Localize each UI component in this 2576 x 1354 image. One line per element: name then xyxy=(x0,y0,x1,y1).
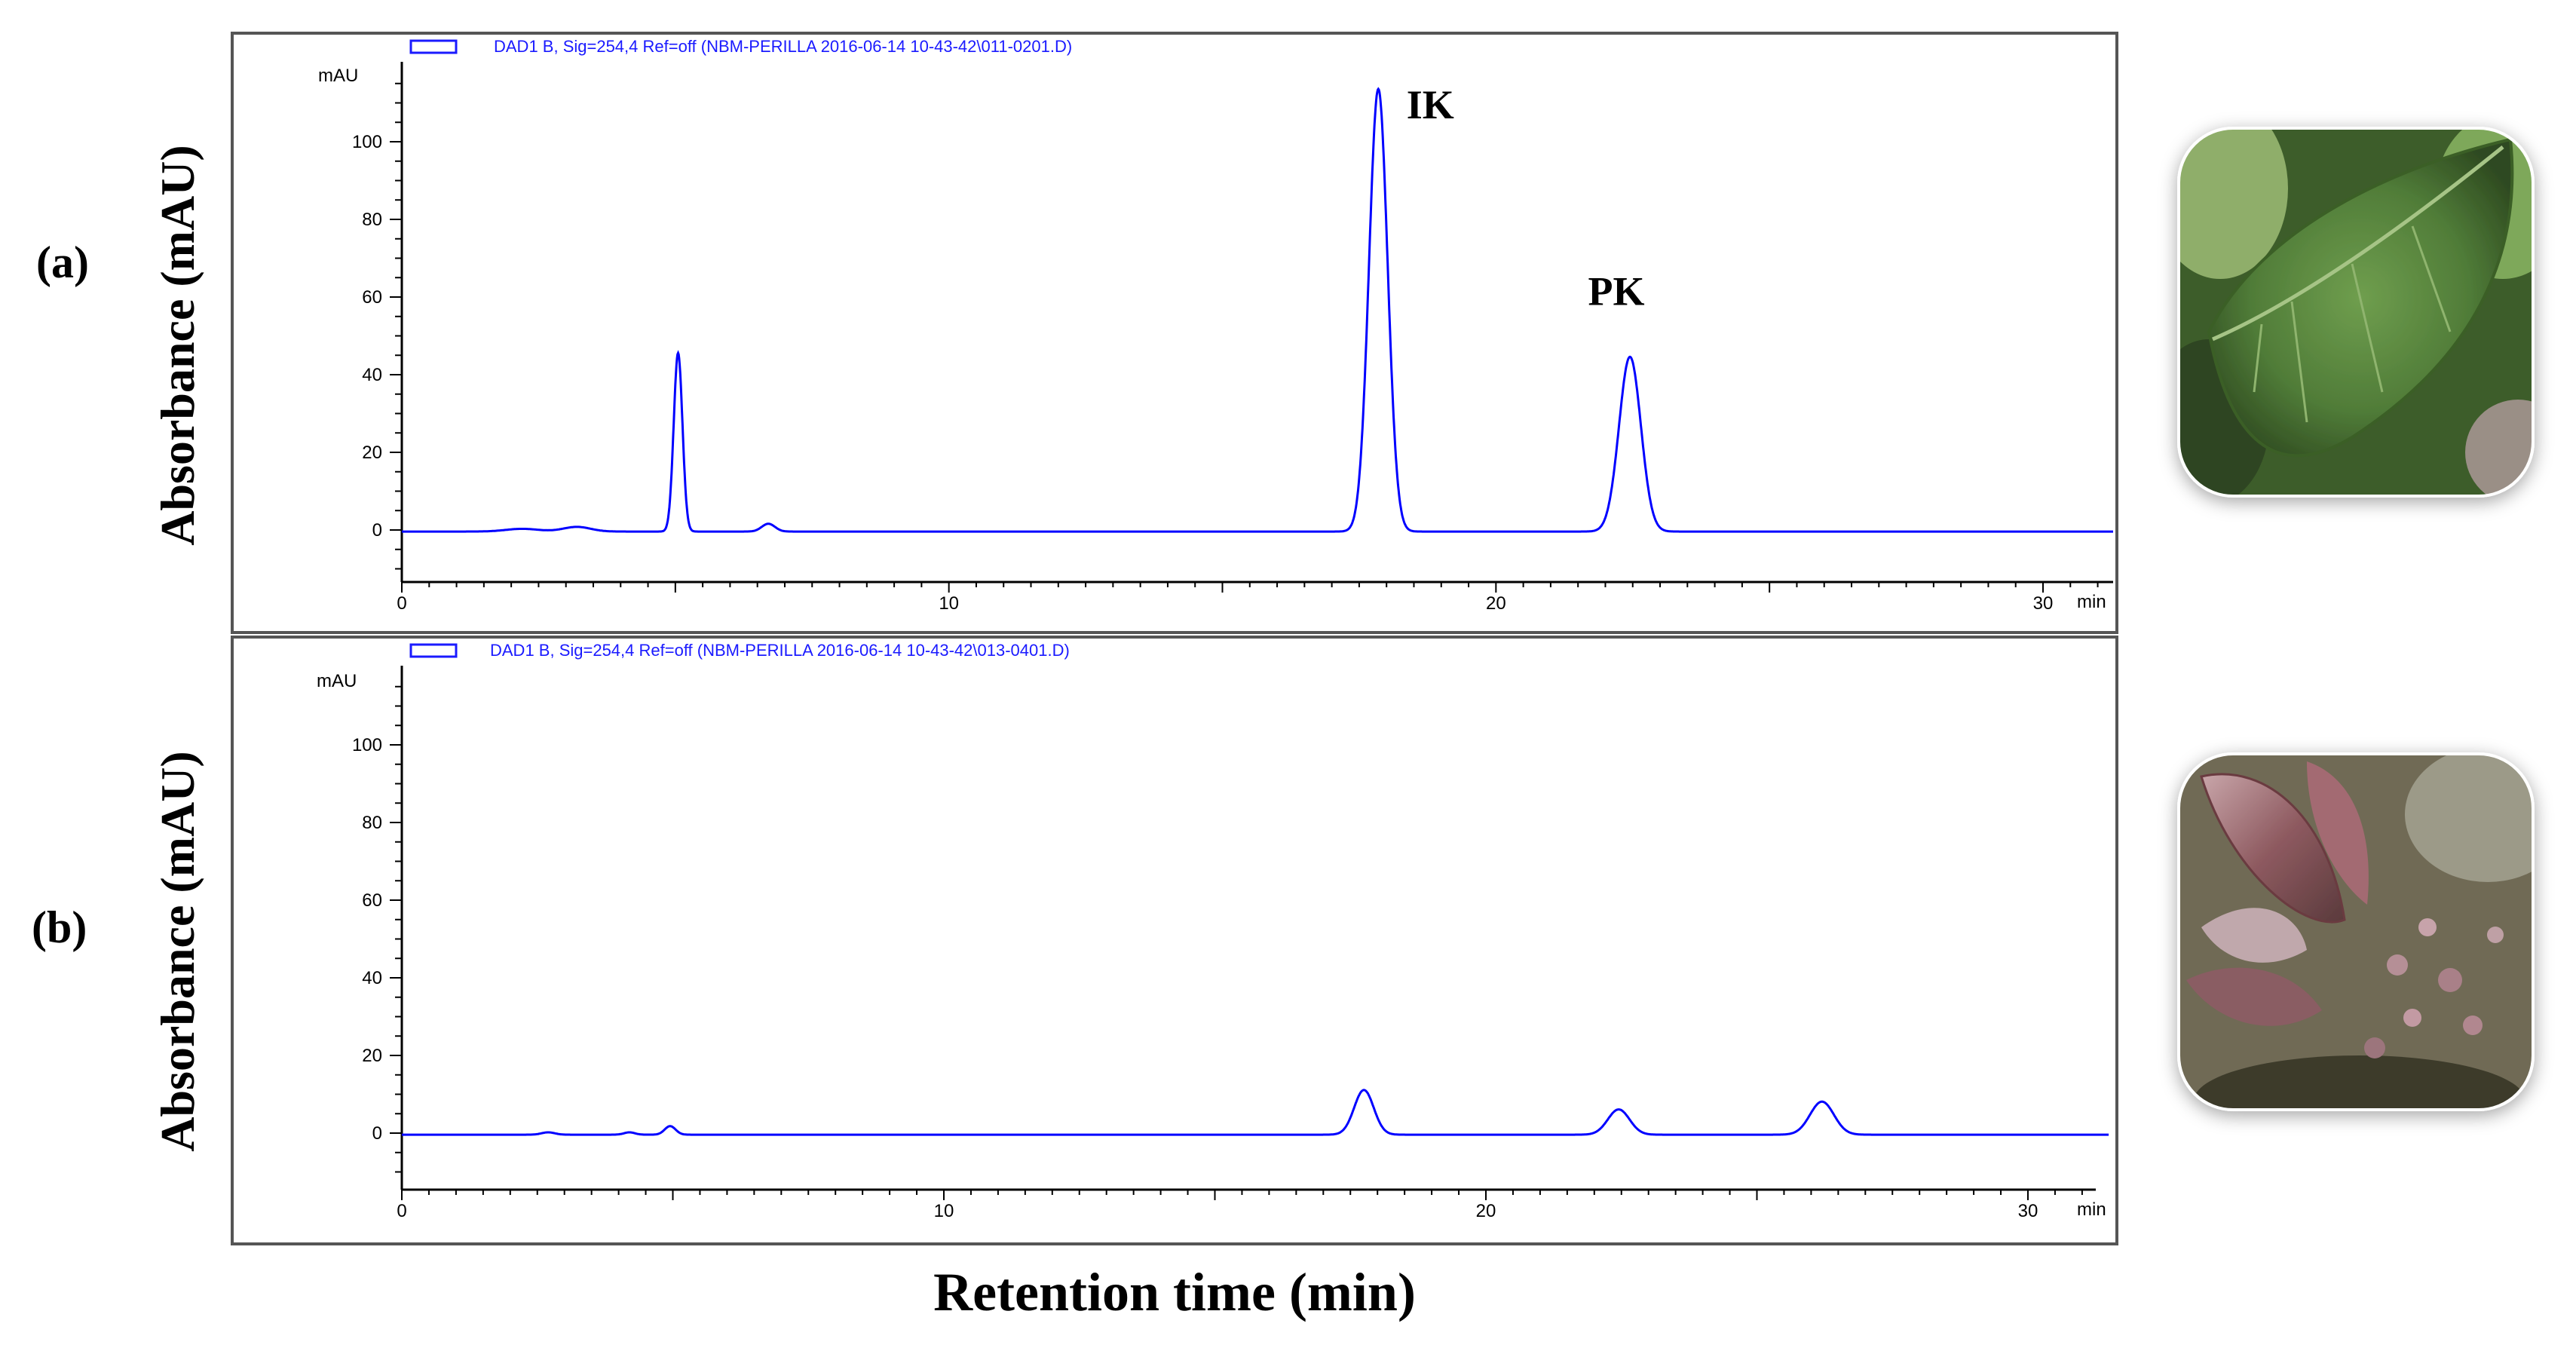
y-tick-label: 40 xyxy=(362,968,382,988)
panel-b-legend: DAD1 B, Sig=254,4 Ref=off (NBM-PERILLA 2… xyxy=(409,641,1070,660)
panel-b-ticks: 0 20 40 60 80 100 0 10 20 30 xyxy=(352,685,2083,1221)
chromatogram-trace xyxy=(402,1089,2109,1136)
panel-b-frame xyxy=(231,636,2118,1245)
chromatogram-trace xyxy=(402,87,2113,533)
y-tick-label: 80 xyxy=(362,210,382,230)
x-tick-label: 20 xyxy=(1476,1201,1496,1221)
x-tick-label: 0 xyxy=(397,593,406,614)
y-tick-label: 60 xyxy=(362,287,382,308)
y-unit-label: mAU xyxy=(317,671,357,691)
y-tick-label: 60 xyxy=(362,890,382,911)
panel-label-b: (b) xyxy=(32,902,87,952)
x-tick-label: 30 xyxy=(2033,593,2054,614)
purple-perilla-plant-photo xyxy=(2177,752,2535,1111)
panel-a-legend: DAD1 B, Sig=254,4 Ref=off (NBM-PERILLA 2… xyxy=(409,37,1072,56)
panel-a-frame xyxy=(231,32,2118,634)
x-tick-label: 10 xyxy=(934,1201,954,1221)
panel-a-annotations: IK PK xyxy=(1407,82,1645,314)
panel-a-axes xyxy=(400,62,2113,584)
y-tick-label: 20 xyxy=(362,443,382,463)
y-axis-label-b: Absorbance (mAU) xyxy=(151,751,204,1152)
y-tick-label: 0 xyxy=(372,1123,382,1144)
y-tick-label: 100 xyxy=(352,132,382,152)
legend-swatch-icon xyxy=(409,39,458,54)
y-tick-label: 100 xyxy=(352,735,382,755)
panel-b: DAD1 B, Sig=254,4 Ref=off (NBM-PERILLA 2… xyxy=(32,636,2118,1245)
y-unit-label: mAU xyxy=(318,66,358,86)
y-axis-label-a: Absorbance (mAU) xyxy=(151,145,204,546)
y-tick-label: 0 xyxy=(372,520,382,541)
panel-a: DAD1 B, Sig=254,4 Ref=off (NBM-PERILLA 2… xyxy=(36,32,2118,634)
x-tick-label: 30 xyxy=(2018,1201,2038,1221)
x-tick-label: 20 xyxy=(1486,593,1506,614)
legend-text: DAD1 B, Sig=254,4 Ref=off (NBM-PERILLA 2… xyxy=(490,641,1070,660)
panel-a-ticks: 0 20 40 60 80 100 0 10 20 30 xyxy=(352,82,2099,614)
green-perilla-leaf-photo xyxy=(2177,127,2535,498)
y-tick-label: 40 xyxy=(362,365,382,385)
x-unit-label: min xyxy=(2077,592,2106,612)
peak-label-ik: IK xyxy=(1407,82,1454,127)
y-tick-label: 80 xyxy=(362,813,382,833)
x-unit-label: min xyxy=(2077,1199,2106,1220)
panel-label-a: (a) xyxy=(36,237,89,287)
y-tick-label: 20 xyxy=(362,1046,382,1066)
legend-swatch-icon xyxy=(409,643,458,658)
x-tick-label: 0 xyxy=(397,1201,406,1221)
panel-b-axes xyxy=(400,666,2096,1191)
x-axis-label: Retention time (min) xyxy=(933,1262,1416,1322)
x-tick-label: 10 xyxy=(939,593,959,614)
legend-text: DAD1 B, Sig=254,4 Ref=off (NBM-PERILLA 2… xyxy=(494,37,1072,56)
peak-label-pk: PK xyxy=(1588,268,1644,314)
